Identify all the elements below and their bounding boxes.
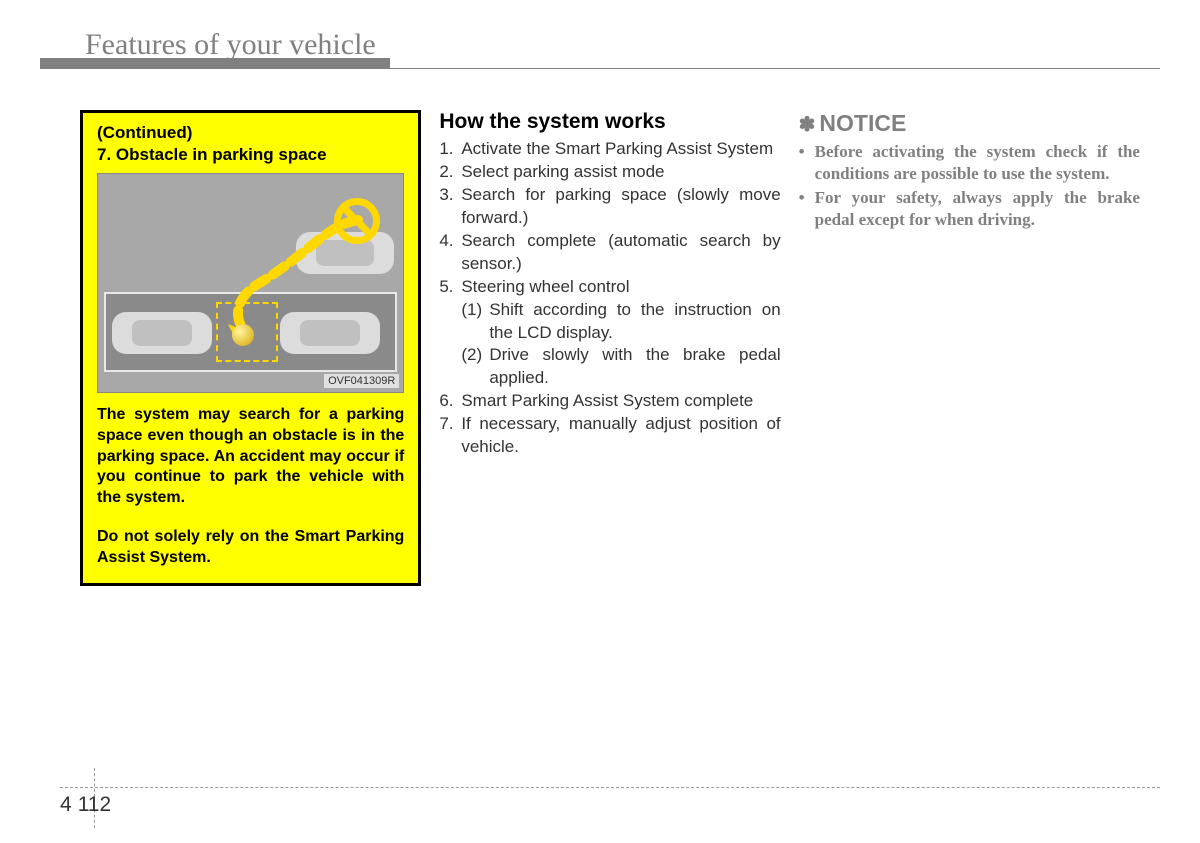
step-text: Steering wheel control [461,276,780,299]
content-columns: (Continued) 7. Obstacle in parking space… [80,110,1140,586]
substep-number: (1) [461,299,489,345]
how-substep: (2)Drive slowly with the brake pedal app… [439,344,780,390]
how-step: 2.Select parking assist mode [439,161,780,184]
parking-diagram: OVF041309R [97,173,404,393]
warning-continued-label: (Continued) [97,123,404,143]
step-number: 7. [439,413,461,459]
step-number: 6. [439,390,461,413]
how-heading: How the system works [439,110,780,134]
diagram-obstacle-ball [232,324,254,346]
notice-item: •Before activating the system check if t… [799,141,1140,185]
how-step: 5.Steering wheel control [439,276,780,299]
step-text: Select parking assist mode [461,161,780,184]
step-text: Smart Parking Assist System complete [461,390,780,413]
page-number: 4 112 [60,793,111,817]
page-section-number: 4 [60,793,72,816]
bullet-icon: • [799,141,815,185]
header-thick-bar [40,58,390,68]
how-step: 1.Activate the Smart Parking Assist Syst… [439,138,780,161]
notice-item-text: For your safety, always apply the brake … [815,187,1140,231]
step-text: If necessary, manually adjust position o… [461,413,780,459]
footer-dashed-line [60,787,1160,788]
substep-text: Drive slowly with the brake pedal applie… [489,344,780,390]
how-substep: (1)Shift according to the instruction on… [439,299,780,345]
warning-text-2: Do not solely rely on the Smart Parking … [97,527,404,569]
notice-item: •For your safety, always apply the brake… [799,187,1140,231]
step-number: 1. [439,138,461,161]
step-number: 5. [439,276,461,299]
column-how-it-works: How the system works 1.Activate the Smar… [439,110,780,586]
step-number: 2. [439,161,461,184]
step-text: Search for parking space (slowly move fo… [461,184,780,230]
notice-list: •Before activating the system check if t… [799,141,1140,231]
substep-number: (2) [461,344,489,390]
how-step: 6.Smart Parking Assist System complete [439,390,780,413]
notice-heading-text: NOTICE [819,110,906,136]
header-underline [40,68,1160,69]
notice-heading: ✽NOTICE [799,110,1140,137]
column-notice: ✽NOTICE •Before activating the system ch… [799,110,1140,586]
step-number: 3. [439,184,461,230]
how-step: 7.If necessary, manually adjust position… [439,413,780,459]
column-warning: (Continued) 7. Obstacle in parking space… [80,110,421,586]
page-header-title: Features of your vehicle [85,28,376,62]
step-text: Search complete (automatic search by sen… [461,230,780,276]
notice-star-icon: ✽ [799,114,816,136]
diagram-image-ref: OVF041309R [324,374,399,388]
how-step: 4.Search complete (automatic search by s… [439,230,780,276]
bullet-icon: • [799,187,815,231]
warning-subtitle: 7. Obstacle in parking space [97,145,404,165]
page-number-value: 112 [78,793,111,816]
prohibit-icon [334,198,380,244]
step-text: Activate the Smart Parking Assist System [461,138,780,161]
substep-text: Shift according to the instruction on th… [489,299,780,345]
how-step: 3.Search for parking space (slowly move … [439,184,780,230]
step-number: 4. [439,230,461,276]
notice-item-text: Before activating the system check if th… [815,141,1140,185]
warning-box: (Continued) 7. Obstacle in parking space… [80,110,421,586]
warning-text-1: The system may search for a parking spac… [97,405,404,509]
